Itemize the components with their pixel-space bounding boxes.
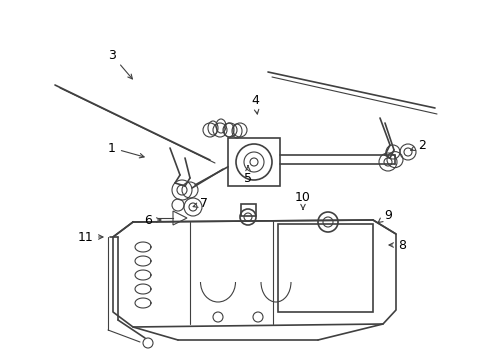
Text: 1: 1: [108, 141, 144, 158]
Text: 8: 8: [388, 239, 405, 252]
Bar: [227, 138, 280, 186]
Bar: [241, 204, 256, 216]
Text: 9: 9: [377, 208, 391, 222]
Text: 5: 5: [244, 166, 251, 185]
Text: 10: 10: [294, 190, 310, 209]
Text: 7: 7: [193, 197, 207, 210]
Bar: [278, 224, 372, 312]
Text: 11: 11: [77, 230, 103, 243]
Text: 2: 2: [410, 139, 425, 152]
Text: 6: 6: [144, 213, 161, 226]
Text: 3: 3: [108, 49, 132, 79]
Text: 4: 4: [250, 94, 259, 114]
